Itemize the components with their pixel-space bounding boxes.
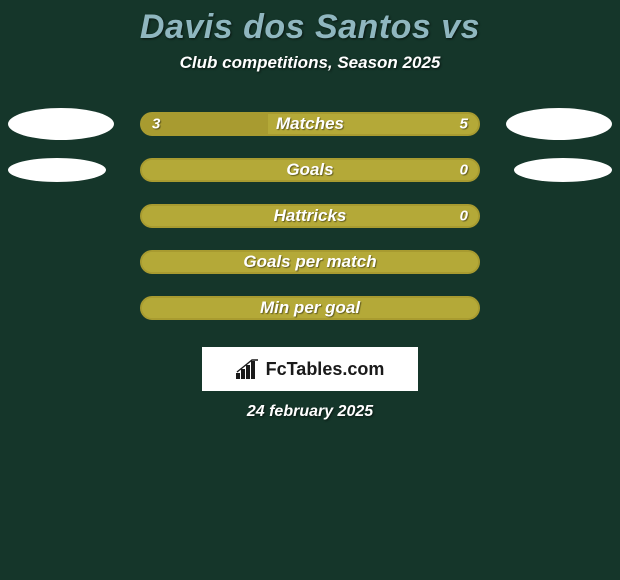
bar-track	[140, 158, 480, 182]
bar-track	[140, 204, 480, 228]
bar-left-fill	[142, 114, 268, 134]
player-right-avatar	[506, 108, 612, 140]
snapshot-date: 24 february 2025	[0, 403, 620, 421]
comparison-infographic: Davis dos Santos vs Club competitions, S…	[0, 0, 620, 580]
bar-right-fill	[142, 206, 478, 226]
stat-right-value: 5	[460, 116, 468, 133]
player-left-avatar	[8, 158, 106, 182]
stat-row: 0 Hattricks	[0, 193, 620, 239]
bar-track	[140, 296, 480, 320]
stat-right-value: 0	[460, 208, 468, 225]
stat-row: 3 5 Matches	[0, 101, 620, 147]
stats-block: 3 5 Matches 0 Goals 0 Hattricks	[0, 101, 620, 331]
stat-row: Min per goal	[0, 285, 620, 331]
stat-left-value: 3	[152, 116, 160, 133]
bar-right-fill	[142, 298, 478, 318]
stat-row: Goals per match	[0, 239, 620, 285]
bar-track	[140, 250, 480, 274]
source-logo: FcTables.com	[202, 347, 418, 391]
source-logo-text: FcTables.com	[266, 359, 385, 380]
stat-row: 0 Goals	[0, 147, 620, 193]
page-subtitle: Club competitions, Season 2025	[0, 53, 620, 73]
bar-right-fill	[142, 160, 478, 180]
player-left-avatar	[8, 108, 114, 140]
bar-chart-icon	[236, 359, 260, 379]
bar-right-fill	[268, 114, 478, 134]
stat-right-value: 0	[460, 162, 468, 179]
page-title: Davis dos Santos vs	[0, 0, 620, 47]
bar-track	[140, 112, 480, 136]
bar-right-fill	[142, 252, 478, 272]
player-right-avatar	[514, 158, 612, 182]
